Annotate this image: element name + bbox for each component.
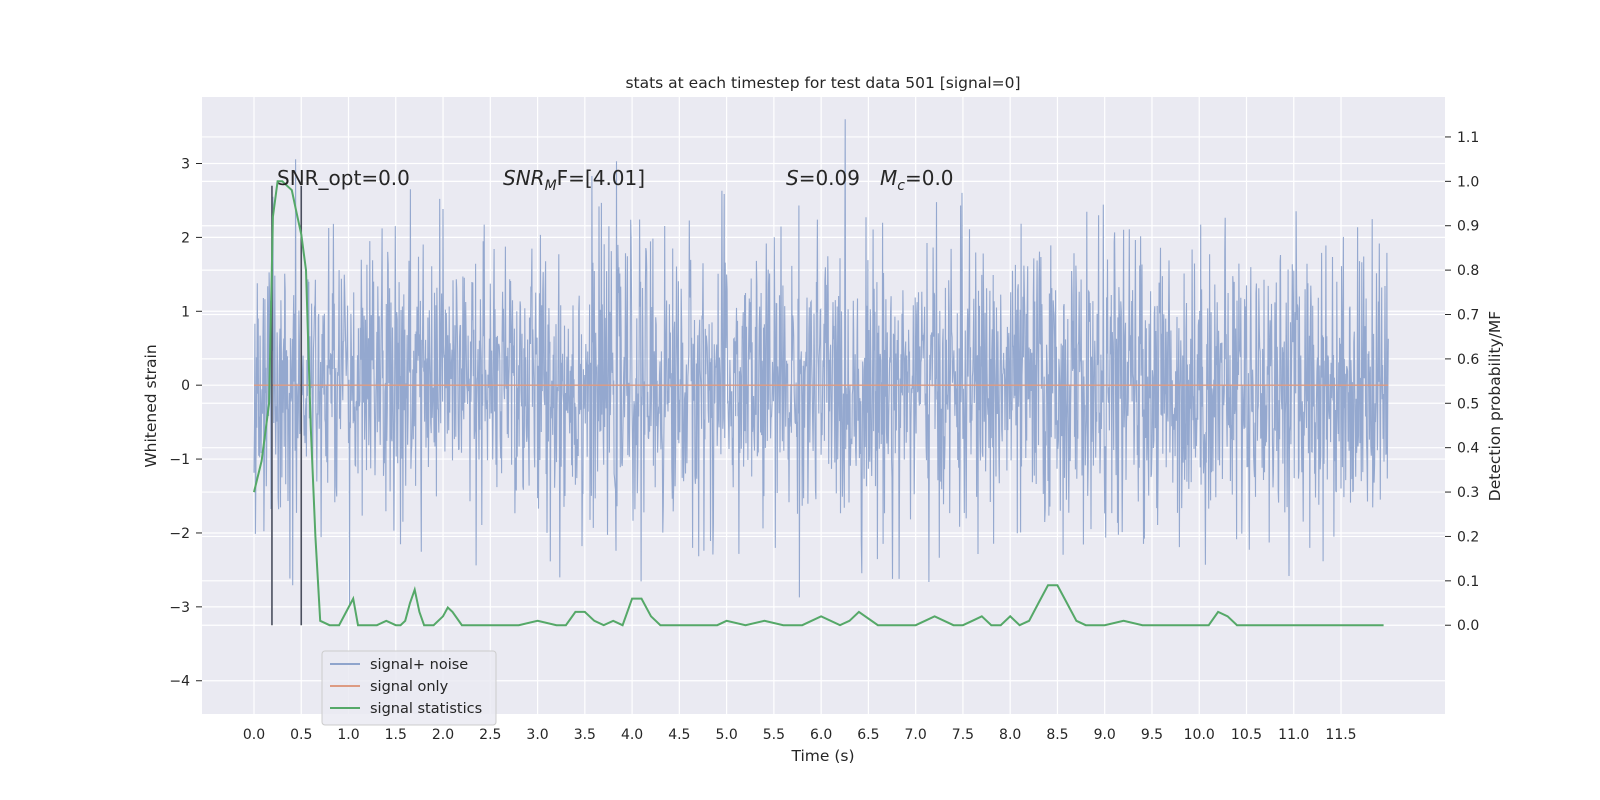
- legend: signal+ noise signal only signal statist…: [321, 650, 497, 726]
- y-right-tick-label: 0.3: [1457, 485, 1479, 501]
- annotation-mc: Mc=0.0: [880, 166, 954, 194]
- annotation-snr-mf-main: SNR: [503, 166, 545, 190]
- y-left-tick-label: −1: [169, 452, 190, 468]
- annotation-mc-sub: c: [897, 178, 905, 194]
- chart-title: stats at each timestep for test data 501…: [625, 74, 1020, 92]
- annotation-snr-mf: SNRMF=[4.01]: [503, 166, 645, 194]
- plot-background: [202, 97, 1445, 714]
- y-right-tick-label: 0.7: [1457, 308, 1479, 324]
- annotation-s-rest: =0.09: [799, 166, 860, 190]
- x-tick-label: 9.0: [1094, 727, 1116, 743]
- y-left-tick-label: −4: [169, 674, 190, 690]
- y-right-tick-label: 0.1: [1457, 574, 1479, 590]
- y-right-tick-label: 1.1: [1457, 130, 1479, 146]
- x-tick-label: 8.0: [999, 727, 1021, 743]
- annotation-mc-rest: =0.0: [905, 166, 954, 190]
- x-tick-labels: 0.0 0.5 1.0 1.5 2.0 2.5 3.0 3.5 4.0 4.5 5.0 5.5 6.0 6…: [243, 727, 1357, 743]
- annotation-snr-opt: SNR_opt=0.0: [277, 166, 410, 190]
- x-tick-label: 11.5: [1325, 727, 1356, 743]
- x-tick-label: 1.5: [385, 727, 407, 743]
- y-right-tick-label: 0.0: [1457, 618, 1479, 634]
- x-tick-label: 3.5: [574, 727, 596, 743]
- y-left-tick-label: 3: [181, 157, 190, 173]
- y-right-tick-label: 0.4: [1457, 441, 1479, 457]
- y-right-tick-label: 0.6: [1457, 352, 1479, 368]
- x-tick-label: 3.0: [526, 727, 548, 743]
- y-left-tick-label: −2: [169, 526, 190, 542]
- y-right-tick-labels: 0.0 0.1 0.2 0.3 0.4 0.5 0.6 0.7 0.8 0.9 1.0 1.1: [1445, 130, 1479, 634]
- x-tick-label: 0.0: [243, 727, 265, 743]
- series-signal-plus-noise-line: [253, 119, 1389, 607]
- legend-label-signal-only: signal only: [370, 679, 449, 695]
- plot-series-area: [253, 119, 1389, 627]
- x-axis-label: Time (s): [790, 747, 854, 765]
- y-left-tick-label: −3: [169, 600, 190, 616]
- x-tick-label: 2.5: [479, 727, 501, 743]
- annotation-snr-mf-sub: M: [545, 178, 557, 194]
- x-tick-label: 5.0: [715, 727, 737, 743]
- legend-label-signal-statistics: signal statistics: [370, 701, 482, 717]
- y-right-tick-label: 0.8: [1457, 263, 1479, 279]
- annotation-mc-main: M: [880, 166, 897, 190]
- y-right-axis-label: Detection probability/MF: [1486, 311, 1504, 502]
- y-left-tick-label: 2: [181, 230, 190, 246]
- legend-label-signal-plus-noise: signal+ noise: [370, 657, 468, 673]
- y-right-tick-label: 1.0: [1457, 174, 1479, 190]
- x-tick-label: 5.5: [763, 727, 785, 743]
- y-left-tick-label: 0: [181, 378, 190, 394]
- x-tick-label: 0.5: [290, 727, 312, 743]
- series-signal-statistics-line: [253, 180, 1384, 627]
- x-tick-label: 6.0: [810, 727, 832, 743]
- x-tick-label: 11.0: [1278, 727, 1309, 743]
- x-tick-label: 9.5: [1141, 727, 1163, 743]
- x-tick-label: 10.0: [1184, 727, 1215, 743]
- y-right-tick-label: 0.5: [1457, 396, 1479, 412]
- x-tick-label: 1.0: [337, 727, 359, 743]
- y-left-axis-label: Whitened strain: [142, 344, 160, 467]
- x-tick-label: 8.5: [1046, 727, 1068, 743]
- y-left-tick-labels: −4 −3 −2 −1 0 1 2 3: [169, 157, 202, 690]
- x-tick-label: 7.5: [952, 727, 974, 743]
- x-tick-label: 7.0: [905, 727, 927, 743]
- x-tick-label: 4.5: [668, 727, 690, 743]
- annotation-snr-mf-rest: F=[4.01]: [557, 166, 645, 190]
- x-tick-label: 4.0: [621, 727, 643, 743]
- y-left-tick-label: 1: [181, 304, 190, 320]
- annotation-s: S=0.09: [786, 166, 860, 190]
- annotation-s-main: S: [786, 166, 799, 190]
- y-right-tick-label: 0.2: [1457, 529, 1479, 545]
- legend-box: [321, 650, 497, 726]
- x-tick-label: 10.5: [1231, 727, 1262, 743]
- y-right-tick-label: 0.9: [1457, 219, 1479, 235]
- x-tick-label: 2.0: [432, 727, 454, 743]
- x-tick-label: 6.5: [857, 727, 879, 743]
